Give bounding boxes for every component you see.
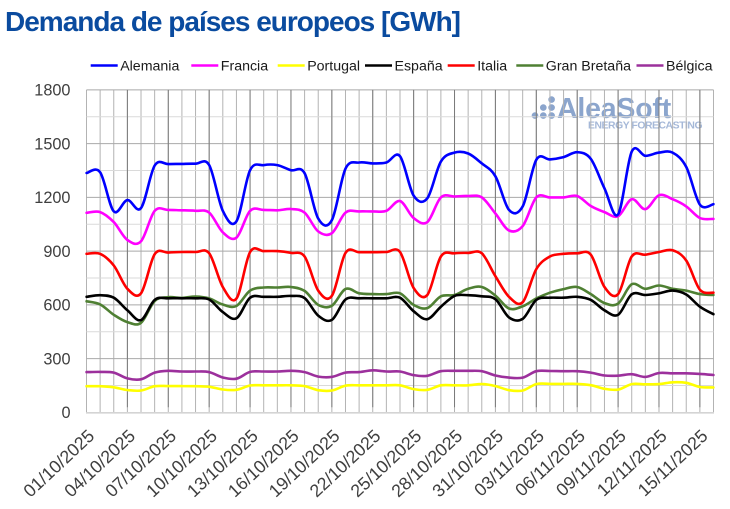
svg-text:Italia: Italia [477, 58, 507, 74]
svg-text:España: España [395, 58, 443, 74]
svg-text:600: 600 [43, 297, 70, 315]
svg-text:1500: 1500 [34, 135, 70, 153]
svg-text:Alemania: Alemania [120, 58, 179, 74]
svg-text:1200: 1200 [34, 189, 70, 207]
svg-text:Gran Bretaña: Gran Bretaña [546, 58, 631, 74]
svg-text:Francia: Francia [221, 58, 268, 74]
svg-text:AleaSoft: AleaSoft [557, 93, 672, 125]
svg-text:900: 900 [43, 243, 70, 261]
svg-text:0: 0 [61, 404, 70, 422]
svg-text:Bélgica: Bélgica [666, 58, 713, 74]
svg-text:Portugal: Portugal [307, 58, 360, 74]
svg-text:300: 300 [43, 350, 70, 368]
svg-text:1800: 1800 [34, 82, 70, 100]
